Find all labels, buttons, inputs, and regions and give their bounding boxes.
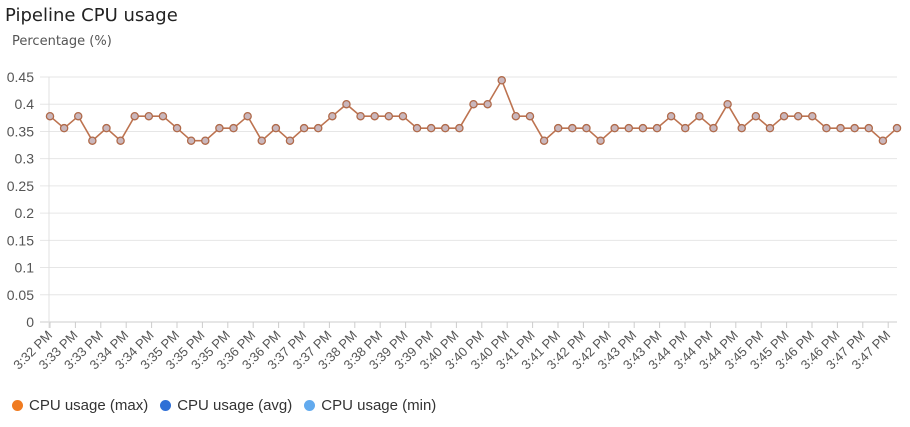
y-tick-label: 0.15 bbox=[7, 232, 34, 248]
data-point bbox=[793, 111, 803, 121]
y-tick-label: 0.4 bbox=[15, 96, 35, 112]
data-point bbox=[751, 111, 761, 121]
data-point bbox=[412, 123, 422, 133]
legend-dot-max bbox=[12, 400, 23, 411]
data-point bbox=[328, 111, 337, 121]
data-point bbox=[172, 123, 182, 133]
data-point bbox=[695, 111, 704, 121]
legend: CPU usage (max) CPU usage (avg) CPU usag… bbox=[12, 397, 436, 414]
data-point bbox=[638, 123, 648, 133]
data-point bbox=[426, 123, 436, 133]
data-point bbox=[836, 123, 845, 133]
data-point bbox=[624, 123, 634, 133]
y-tick-label: 0.1 bbox=[15, 260, 35, 276]
data-point bbox=[723, 99, 732, 109]
y-tick-label: 0.05 bbox=[7, 287, 34, 303]
data-point bbox=[201, 136, 210, 145]
data-point bbox=[441, 123, 450, 133]
data-point bbox=[130, 111, 139, 121]
data-point bbox=[384, 111, 394, 121]
data-point bbox=[313, 123, 323, 133]
data-point bbox=[88, 136, 97, 145]
data-point bbox=[73, 111, 83, 121]
data-point bbox=[553, 123, 563, 133]
data-point bbox=[822, 123, 831, 133]
legend-label: CPU usage (avg) bbox=[177, 397, 293, 414]
data-point bbox=[455, 123, 464, 133]
data-point bbox=[370, 111, 379, 121]
y-tick-label: 0.45 bbox=[7, 69, 34, 85]
data-point bbox=[186, 136, 196, 145]
legend-dot-avg bbox=[160, 400, 172, 411]
data-point bbox=[779, 111, 789, 121]
legend-item-min[interactable]: CPU usage (min) bbox=[304, 397, 436, 414]
data-point bbox=[610, 123, 619, 133]
data-point bbox=[102, 123, 111, 133]
data-point bbox=[257, 136, 266, 145]
data-point bbox=[158, 111, 168, 121]
y-axis-label: Percentage (%) bbox=[12, 34, 112, 49]
data-point bbox=[285, 136, 295, 145]
data-point bbox=[511, 111, 521, 121]
data-point bbox=[582, 123, 591, 133]
data-point bbox=[709, 123, 718, 133]
data-point bbox=[878, 136, 888, 145]
y-tick-label: 0.3 bbox=[15, 151, 35, 167]
legend-label: CPU usage (min) bbox=[321, 397, 437, 414]
data-point bbox=[483, 99, 492, 109]
data-point bbox=[539, 136, 549, 145]
chart-title: Pipeline CPU usage bbox=[5, 5, 178, 26]
data-point bbox=[497, 76, 506, 85]
data-point bbox=[469, 99, 478, 109]
data-point bbox=[666, 111, 676, 121]
data-point bbox=[850, 123, 859, 133]
y-tick-label: 0.25 bbox=[7, 178, 34, 194]
data-point bbox=[342, 99, 351, 109]
data-point bbox=[59, 123, 69, 133]
legend-dot-min bbox=[304, 400, 316, 411]
data-point bbox=[652, 123, 662, 133]
data-point bbox=[356, 111, 365, 121]
data-point bbox=[737, 123, 746, 133]
legend-label: CPU usage (max) bbox=[29, 397, 149, 414]
data-point bbox=[215, 123, 224, 133]
data-point bbox=[299, 123, 309, 133]
data-point bbox=[243, 111, 252, 121]
data-point bbox=[596, 136, 605, 145]
data-point bbox=[864, 123, 874, 133]
y-tick-label: 0.35 bbox=[7, 123, 34, 139]
data-point bbox=[765, 123, 775, 133]
data-point bbox=[144, 111, 154, 121]
data-point bbox=[892, 123, 902, 133]
data-point bbox=[229, 123, 238, 133]
legend-item-avg[interactable]: CPU usage (avg) bbox=[160, 397, 292, 414]
data-point bbox=[808, 111, 817, 121]
y-tick-label: 0 bbox=[26, 314, 34, 330]
legend-item-max[interactable]: CPU usage (max) bbox=[12, 397, 148, 414]
data-point bbox=[681, 123, 690, 133]
data-point bbox=[116, 136, 125, 145]
data-point bbox=[525, 111, 535, 121]
y-tick-label: 0.2 bbox=[15, 205, 35, 221]
data-point bbox=[45, 111, 55, 121]
data-point bbox=[271, 123, 281, 133]
data-point bbox=[398, 111, 408, 121]
data-point bbox=[568, 123, 577, 133]
